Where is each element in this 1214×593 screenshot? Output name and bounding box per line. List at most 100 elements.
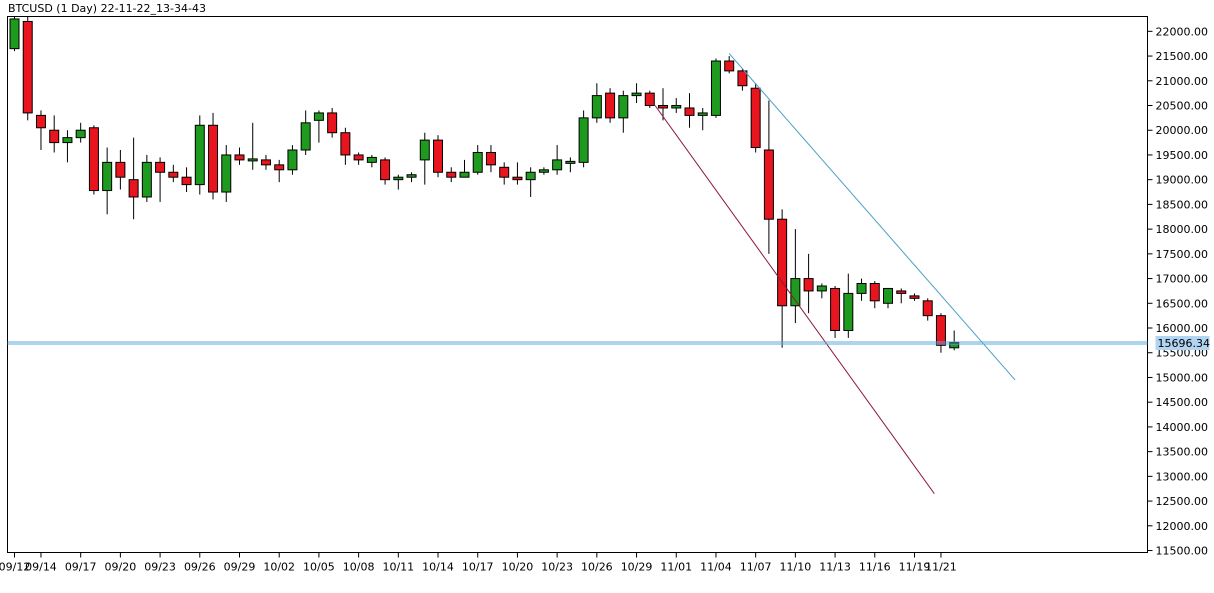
candle-body [274, 164, 285, 171]
candle-body [327, 112, 338, 134]
candle [208, 112, 219, 200]
candle [750, 83, 761, 153]
candle [366, 154, 377, 168]
candle [406, 172, 417, 183]
candle-body [750, 87, 761, 149]
candle [181, 167, 192, 193]
candle-body [671, 105, 682, 109]
candle-body [843, 292, 854, 331]
candle [816, 283, 827, 299]
candle-body [684, 107, 695, 116]
candle-body [803, 278, 814, 292]
candle [22, 16, 33, 121]
candle [433, 135, 444, 178]
y-tick-label: 21500.00 [1156, 50, 1209, 63]
candle [35, 110, 46, 151]
candle-body [909, 295, 920, 299]
y-tick-label: 19000.00 [1156, 174, 1209, 187]
candle-body [816, 285, 827, 292]
x-tick-label: 11/07 [740, 561, 772, 574]
candle [578, 110, 589, 168]
candle-body [737, 70, 748, 87]
y-tick-label: 13000.00 [1156, 470, 1209, 483]
candle [830, 285, 841, 338]
candle [591, 83, 602, 123]
candle-body [763, 149, 774, 220]
x-tick-label: 09/14 [25, 561, 57, 574]
trendlines-layer [7, 53, 1148, 494]
y-tick-label: 16000.00 [1156, 322, 1209, 335]
x-tick-label: 09/12 [0, 561, 30, 574]
candle [75, 122, 86, 143]
candle [499, 162, 510, 185]
candle [737, 68, 748, 91]
candle-body [922, 300, 933, 317]
candle [485, 145, 496, 173]
x-tick-label: 10/08 [343, 561, 375, 574]
x-tick-label: 10/29 [621, 561, 653, 574]
candle-body [406, 174, 417, 178]
candle [393, 174, 404, 190]
candle [168, 164, 179, 183]
candle-body [433, 139, 444, 173]
candle [697, 107, 708, 131]
candle [710, 58, 721, 118]
candle [472, 145, 483, 175]
candle [274, 159, 285, 183]
candle [9, 16, 20, 52]
candle-body [935, 315, 946, 346]
candle-body [631, 92, 642, 97]
current-price-label-bg [1155, 336, 1210, 351]
candle [790, 229, 801, 324]
y-tick-label: 14500.00 [1156, 396, 1209, 409]
candle-body [896, 290, 907, 294]
candle-body [472, 151, 483, 173]
chart-title: BTCUSD (1 Day) 22-11-22_13-34-43 [8, 2, 206, 15]
y-tick-label: 22000.00 [1156, 25, 1209, 38]
y-tick-label: 18000.00 [1156, 223, 1209, 236]
x-tick-label: 09/29 [224, 561, 256, 574]
candle-body [380, 159, 391, 181]
y-tick-label: 14000.00 [1156, 421, 1209, 434]
candle [287, 145, 298, 175]
candle [949, 330, 960, 351]
candle-body [710, 60, 721, 116]
y-tick-label: 20500.00 [1156, 100, 1209, 113]
candle-body [578, 117, 589, 163]
candle [777, 209, 788, 348]
x-tick-label: 11/13 [819, 561, 851, 574]
candle-body [181, 176, 192, 186]
candle-body [830, 287, 841, 331]
x-tick-label: 09/23 [144, 561, 176, 574]
candle-body [128, 179, 139, 198]
candle [234, 147, 245, 165]
candle-body [591, 95, 602, 119]
candle [658, 88, 669, 121]
current-price-label-text: 15696.34 [1158, 337, 1211, 350]
x-tick-label: 11/19 [899, 561, 931, 574]
candle [684, 93, 695, 128]
x-tick-label: 10/11 [382, 561, 414, 574]
candle-body [499, 166, 510, 178]
y-tick-label: 19500.00 [1156, 149, 1209, 162]
candle-body [618, 95, 629, 119]
y-tick-label: 13500.00 [1156, 446, 1209, 459]
candle [141, 154, 152, 202]
candle [843, 273, 854, 338]
candle-body [340, 132, 351, 156]
y-tick-label: 12000.00 [1156, 520, 1209, 533]
candle [300, 110, 311, 155]
candle-body [949, 342, 960, 349]
candle-body [446, 171, 457, 178]
candle-body [49, 129, 60, 144]
y-tick-label: 17500.00 [1156, 248, 1209, 261]
candle [525, 167, 536, 197]
candle-body [790, 278, 801, 307]
candle [935, 313, 946, 353]
x-tick-label: 10/23 [541, 561, 573, 574]
candle-body [565, 160, 576, 164]
candle [856, 278, 867, 301]
candle [88, 125, 99, 195]
candle [618, 90, 629, 133]
